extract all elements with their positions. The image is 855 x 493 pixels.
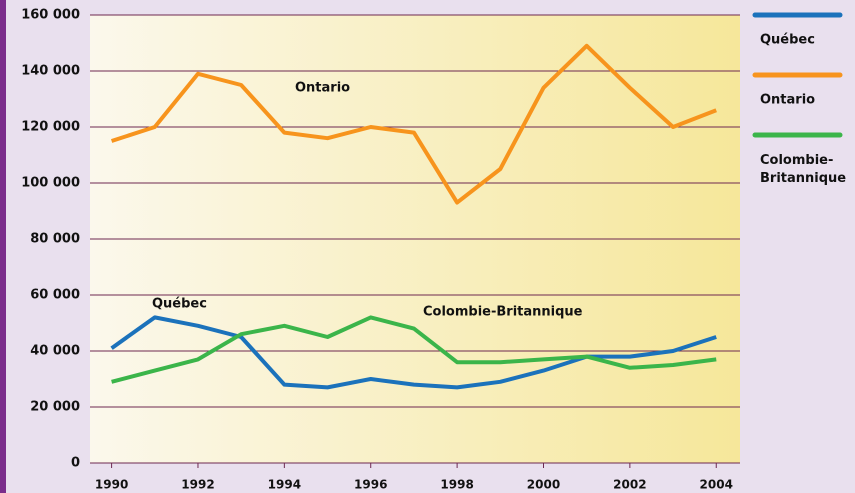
- y-tick-label: 0: [71, 456, 80, 471]
- legend-label: Québec: [760, 33, 815, 48]
- x-tick-label: 2000: [527, 478, 560, 492]
- annotation: Ontario: [295, 81, 350, 96]
- y-tick-label: 100 000: [21, 176, 80, 191]
- legend-label: Colombie- Britannique: [760, 153, 846, 186]
- x-tick-label: 1994: [268, 478, 301, 492]
- y-tick-label: 140 000: [21, 64, 80, 79]
- y-tick-label: 80 000: [30, 232, 80, 247]
- y-tick-label: 60 000: [30, 288, 80, 303]
- x-tick-label: 1996: [354, 478, 387, 492]
- x-tick-label: 1998: [440, 478, 473, 492]
- annotation: Colombie-Britannique: [423, 305, 583, 320]
- annotation: Québec: [152, 297, 207, 312]
- y-tick-label: 20 000: [30, 400, 80, 415]
- legend-label-line: Britannique: [760, 171, 846, 186]
- series-line: [111, 315, 717, 384]
- series-line: [110, 315, 717, 390]
- legend-label-line: Colombie-: [760, 153, 833, 168]
- x-tick-label: 1992: [181, 478, 214, 492]
- left-strip: [0, 0, 6, 493]
- y-tick-label: 40 000: [30, 344, 80, 359]
- x-tick-label: 1990: [95, 478, 128, 492]
- y-tick-label: 120 000: [21, 120, 80, 135]
- x-tick-label: 2004: [700, 478, 733, 492]
- y-tick-label: 160 000: [21, 8, 80, 23]
- x-tick-label: 2002: [613, 478, 646, 492]
- series-line: [110, 43, 717, 205]
- legend-label: Ontario: [760, 93, 815, 108]
